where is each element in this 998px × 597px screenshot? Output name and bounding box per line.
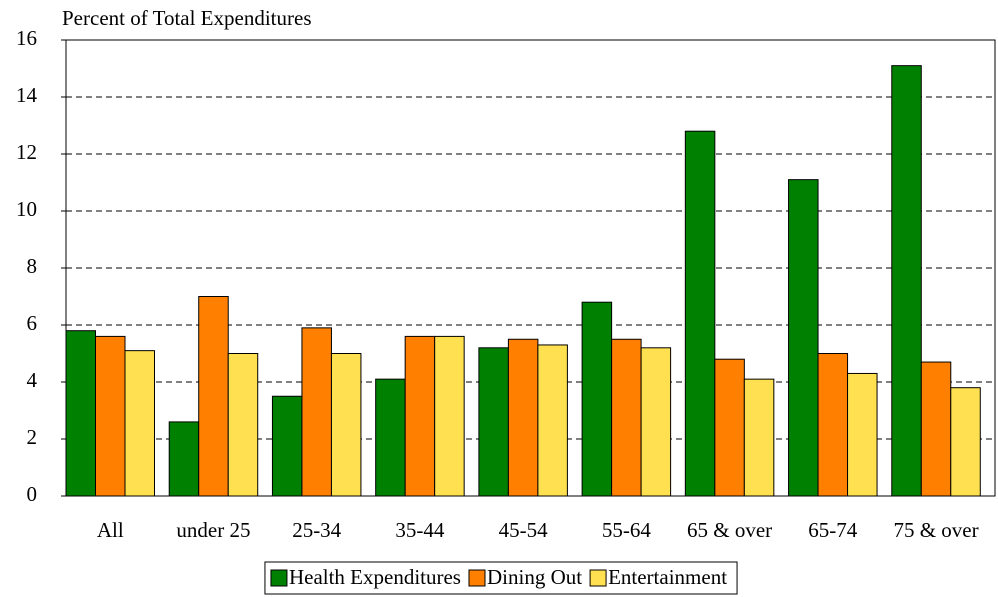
bar [640,347,672,497]
x-tick-label: All [97,518,124,542]
legend-swatch [468,569,486,587]
y-tick-label: 10 [16,197,37,221]
bar [124,350,155,497]
bar [301,327,332,497]
legend-box [264,561,738,595]
bar [920,361,952,497]
y-tick-label: 8 [27,254,38,278]
bar [434,335,465,497]
bar [478,347,509,497]
legend-label: Health Expenditures [289,565,461,589]
bar [168,421,200,497]
y-tick-label: 14 [16,83,38,107]
y-tick-label: 6 [27,311,38,335]
bar [330,353,362,497]
bar [891,65,922,497]
bar [198,296,229,497]
bar [95,335,126,497]
bar [684,130,716,497]
y-tick-label: 2 [27,425,38,449]
x-tick-label: 45-54 [499,518,548,542]
y-tick-label: 0 [27,482,38,506]
bar [817,353,849,497]
x-tick-label: 75 & over [893,518,978,542]
plot-frame [65,39,996,497]
x-tick-label: 55-64 [602,518,651,542]
legend-label: Dining Out [487,565,582,589]
bar [743,378,775,497]
bar [537,344,568,497]
x-tick-label: under 25 [176,518,250,542]
x-tick-label: 35-44 [395,518,444,542]
y-tick-label: 12 [16,140,37,164]
x-tick-label: 65-74 [808,518,857,542]
legend-swatch [270,569,288,587]
bar [788,179,819,497]
bar [227,353,259,497]
y-axis-label: Percent of Total Expenditures [62,6,312,30]
legend-swatch [589,569,607,587]
y-tick-label: 16 [16,26,37,50]
bar [611,338,642,497]
bar [581,301,613,497]
bar [714,358,745,497]
bar [507,338,539,497]
bar [950,387,981,497]
legend-label: Entertainment [608,565,727,589]
bar [404,335,436,497]
bar [271,395,303,497]
x-tick-label: 65 & over [687,518,772,542]
y-tick-label: 4 [27,368,38,392]
x-tick-label: 25-34 [292,518,341,542]
bar [847,372,878,497]
bar [65,330,96,497]
bar [375,378,406,497]
